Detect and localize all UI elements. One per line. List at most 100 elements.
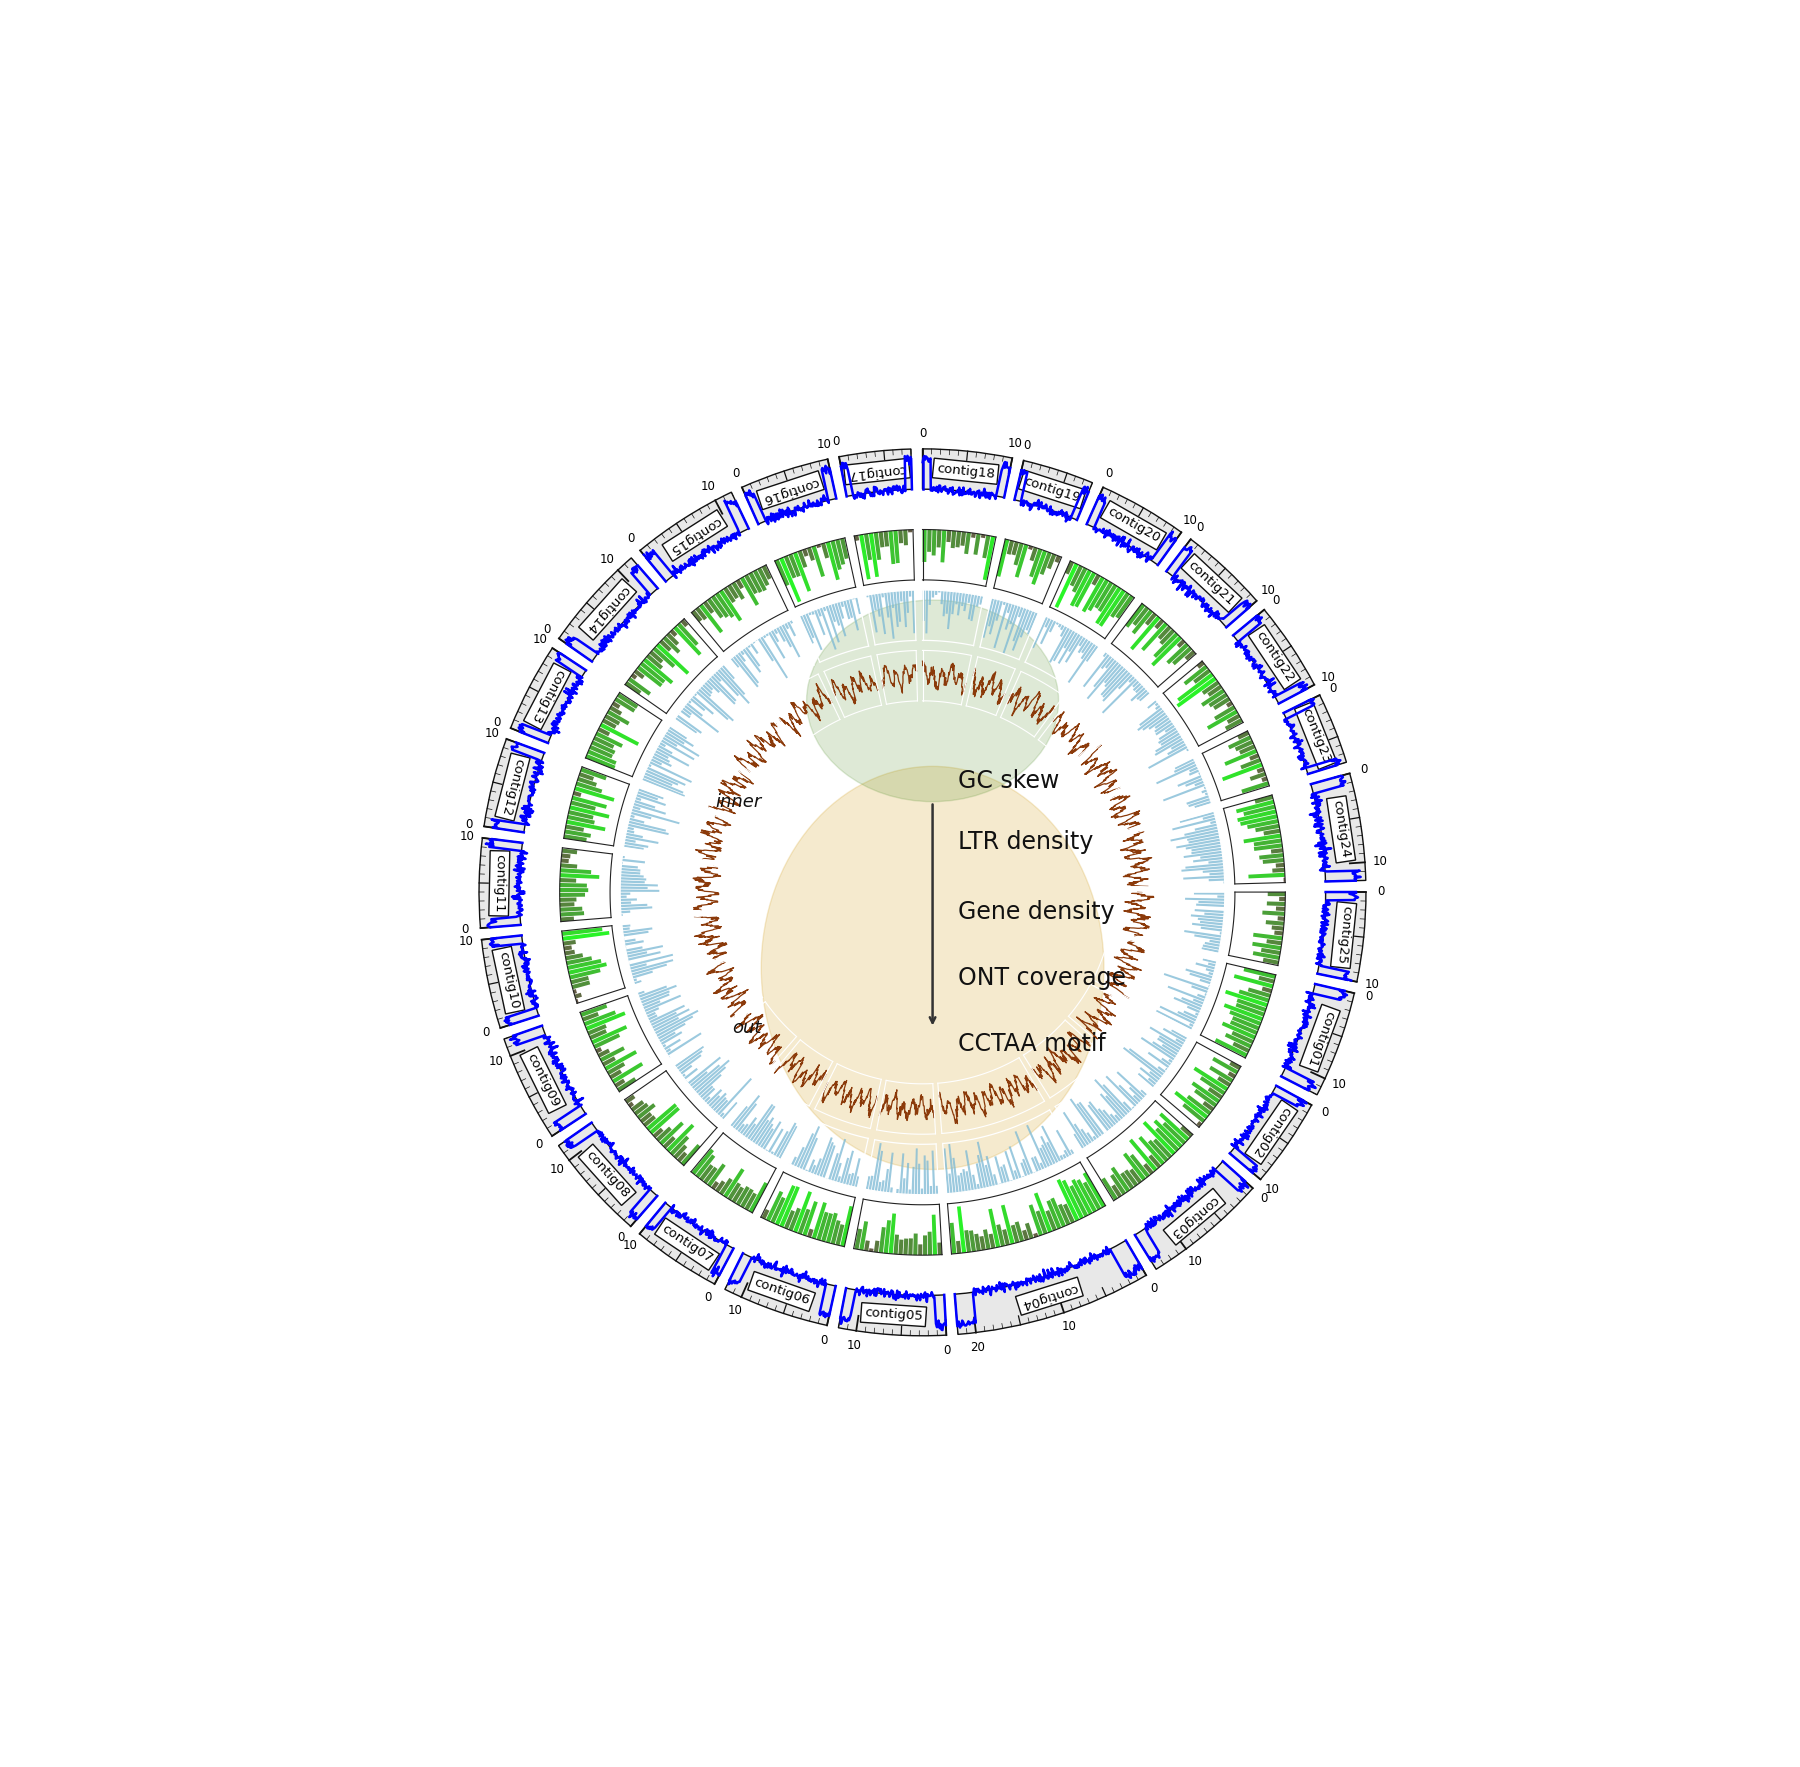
- Text: 10: 10: [1260, 585, 1276, 597]
- Wedge shape: [625, 940, 644, 945]
- Wedge shape: [612, 701, 621, 709]
- Wedge shape: [965, 532, 970, 555]
- Wedge shape: [1148, 1071, 1161, 1081]
- Wedge shape: [743, 574, 758, 594]
- Wedge shape: [716, 668, 751, 703]
- Text: 0: 0: [1024, 440, 1031, 452]
- Wedge shape: [803, 550, 808, 557]
- Wedge shape: [956, 1240, 961, 1253]
- Wedge shape: [1087, 1104, 1109, 1131]
- Wedge shape: [1064, 1150, 1069, 1157]
- Wedge shape: [643, 1115, 655, 1127]
- Wedge shape: [668, 1057, 670, 1058]
- Wedge shape: [711, 1092, 727, 1110]
- Wedge shape: [747, 1104, 774, 1140]
- Wedge shape: [758, 567, 769, 587]
- Wedge shape: [646, 1012, 655, 1018]
- Wedge shape: [918, 1244, 922, 1255]
- Wedge shape: [1094, 581, 1112, 610]
- Wedge shape: [724, 587, 736, 603]
- Wedge shape: [691, 1064, 720, 1088]
- Wedge shape: [560, 898, 576, 901]
- Wedge shape: [1159, 728, 1177, 740]
- Wedge shape: [751, 643, 758, 654]
- Text: 0: 0: [821, 1334, 828, 1346]
- Text: 0: 0: [1377, 885, 1384, 898]
- Wedge shape: [700, 686, 711, 696]
- Wedge shape: [560, 558, 657, 661]
- Wedge shape: [752, 569, 767, 592]
- Wedge shape: [983, 535, 995, 580]
- Wedge shape: [1022, 1175, 1024, 1179]
- Wedge shape: [1237, 732, 1249, 740]
- Text: CCTAA motif: CCTAA motif: [958, 1032, 1105, 1055]
- Wedge shape: [959, 1173, 965, 1193]
- Wedge shape: [1035, 1210, 1048, 1235]
- Wedge shape: [1071, 1179, 1093, 1214]
- Wedge shape: [902, 590, 907, 627]
- Wedge shape: [643, 1000, 661, 1009]
- Wedge shape: [774, 560, 790, 587]
- Wedge shape: [1181, 866, 1224, 871]
- Wedge shape: [797, 1133, 814, 1168]
- Wedge shape: [1208, 1087, 1222, 1099]
- Wedge shape: [1120, 1172, 1134, 1189]
- Wedge shape: [659, 742, 666, 747]
- Wedge shape: [878, 532, 884, 548]
- Wedge shape: [1123, 1152, 1147, 1180]
- Wedge shape: [763, 634, 767, 638]
- Wedge shape: [632, 806, 641, 811]
- Wedge shape: [1078, 636, 1085, 647]
- Wedge shape: [932, 1214, 938, 1255]
- Wedge shape: [1152, 1041, 1177, 1058]
- Wedge shape: [1159, 1113, 1190, 1141]
- Wedge shape: [1033, 1233, 1039, 1237]
- Wedge shape: [650, 758, 662, 765]
- Wedge shape: [1226, 990, 1267, 1007]
- Wedge shape: [754, 1117, 774, 1145]
- Wedge shape: [770, 1196, 785, 1223]
- Wedge shape: [1271, 848, 1283, 853]
- Wedge shape: [1195, 823, 1217, 830]
- Wedge shape: [585, 1011, 626, 1030]
- Wedge shape: [621, 896, 626, 898]
- Wedge shape: [936, 530, 941, 548]
- Wedge shape: [626, 832, 643, 838]
- Wedge shape: [1148, 1154, 1161, 1168]
- Wedge shape: [1255, 823, 1280, 832]
- Wedge shape: [758, 1124, 774, 1147]
- Wedge shape: [1276, 906, 1285, 912]
- Wedge shape: [812, 546, 824, 578]
- Wedge shape: [1028, 1205, 1042, 1235]
- Wedge shape: [1067, 643, 1096, 684]
- Wedge shape: [871, 1143, 882, 1191]
- Wedge shape: [698, 604, 724, 633]
- Wedge shape: [1184, 850, 1222, 859]
- Wedge shape: [1073, 567, 1087, 592]
- Wedge shape: [1114, 1115, 1121, 1122]
- Wedge shape: [1125, 603, 1145, 627]
- Wedge shape: [994, 1156, 1004, 1184]
- Wedge shape: [718, 590, 742, 622]
- Wedge shape: [1249, 753, 1260, 762]
- Wedge shape: [1060, 626, 1067, 636]
- Wedge shape: [1195, 781, 1204, 786]
- Wedge shape: [1129, 677, 1136, 682]
- Wedge shape: [626, 945, 662, 954]
- Wedge shape: [598, 728, 610, 737]
- Wedge shape: [1188, 769, 1199, 776]
- Wedge shape: [833, 603, 846, 636]
- Wedge shape: [938, 1242, 941, 1255]
- Wedge shape: [1231, 1030, 1255, 1044]
- Wedge shape: [1089, 1101, 1112, 1129]
- Wedge shape: [601, 719, 617, 730]
- Wedge shape: [655, 1016, 693, 1037]
- Wedge shape: [644, 995, 680, 1012]
- Wedge shape: [828, 1152, 839, 1180]
- Wedge shape: [646, 767, 686, 786]
- Wedge shape: [662, 1136, 675, 1149]
- Wedge shape: [1118, 1085, 1139, 1104]
- Wedge shape: [617, 1078, 637, 1092]
- Wedge shape: [731, 657, 740, 668]
- Wedge shape: [706, 1088, 722, 1104]
